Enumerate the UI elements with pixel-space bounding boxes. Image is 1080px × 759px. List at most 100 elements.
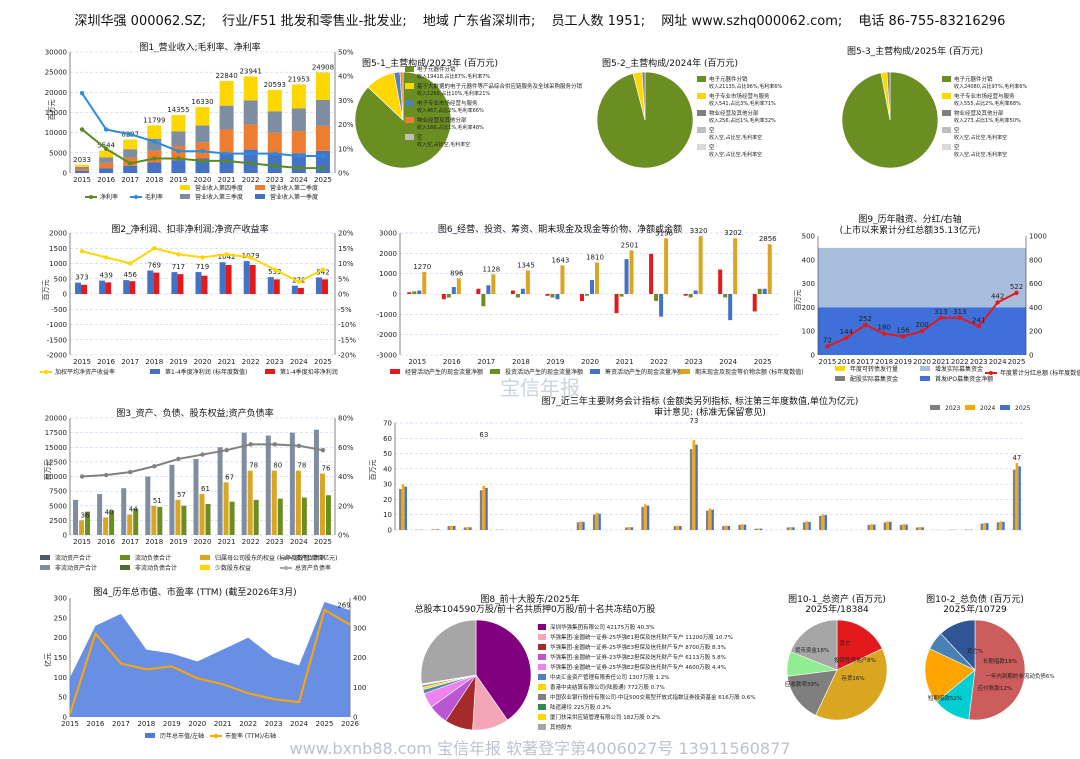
fig7-bar bbox=[582, 522, 585, 530]
fig2-x-tick-label: 2020 bbox=[194, 358, 212, 366]
fig2-legend-item-label: 第1-4季度净利润 (标年度数值) bbox=[165, 368, 247, 376]
fig9-y2-tick-label: 800 bbox=[1029, 256, 1042, 264]
fig7-bar bbox=[806, 521, 809, 530]
fig5-3-legend-label: 物业经营及其他分部 bbox=[954, 109, 1004, 117]
fig6-bar bbox=[412, 291, 416, 294]
fig8-legend-swatch bbox=[538, 624, 546, 630]
fig3-bar bbox=[296, 471, 301, 535]
fig3-bar bbox=[230, 502, 235, 535]
fig6-bar bbox=[684, 294, 688, 296]
fig2-y2-tick-label: 5% bbox=[338, 275, 349, 283]
fig7-bar bbox=[579, 521, 582, 530]
fig2-x-tick-label: 2017 bbox=[121, 358, 139, 366]
fig1-legend-item-swatch-dot bbox=[134, 195, 138, 199]
fig6-bar bbox=[649, 254, 653, 294]
fig7-bar bbox=[596, 513, 599, 530]
fig1-line-point bbox=[200, 159, 204, 163]
fig6-y-tick-label: 0 bbox=[393, 291, 397, 299]
fig10-1-slice-label: 应收款项39% bbox=[785, 680, 819, 688]
fig3-bar bbox=[302, 498, 307, 535]
fig2-bar-net bbox=[220, 262, 226, 294]
fig2-roe-point bbox=[80, 249, 84, 253]
fig2-bar-net bbox=[147, 271, 153, 294]
fig3-debt-point bbox=[128, 470, 132, 474]
fig1-legend-item-swatch bbox=[180, 185, 190, 190]
fig7-bar bbox=[986, 523, 989, 530]
fig6-y-tick-label: -2000 bbox=[377, 331, 397, 339]
fig3-bar bbox=[272, 471, 277, 535]
fig5-2-legend-sublabel: 收入541,占比3%,毛利率71% bbox=[709, 100, 776, 107]
fig2-x-tick-label: 2024 bbox=[290, 358, 308, 366]
fig7-bar bbox=[480, 490, 483, 530]
fig5-2-legend-label: 电子专业市场经营与服务 bbox=[709, 92, 770, 100]
fig3-legend-item-label: 非流动负债合计 bbox=[135, 564, 177, 572]
fig3-legend-item-swatch bbox=[120, 555, 130, 560]
fig7-ylabel: 百万元 bbox=[369, 460, 377, 481]
fig1-line-point bbox=[128, 161, 132, 165]
fig3-y-tick-label: 17500 bbox=[45, 429, 67, 437]
fig9-y2-tick-label: 1000 bbox=[1029, 233, 1047, 241]
fig7-bar bbox=[873, 525, 876, 530]
fig9-x-tick-label: 2025 bbox=[1008, 358, 1026, 366]
fig2-roe-point bbox=[128, 261, 132, 265]
fig8-legend-swatch bbox=[538, 694, 546, 700]
fig6-y-tick-label: 2000 bbox=[379, 250, 397, 258]
fig3-legend-item-label: 总资产负债率 bbox=[295, 564, 331, 572]
fig5-2-legend-swatch bbox=[697, 76, 706, 82]
fig4-ylabel: 亿元 bbox=[43, 653, 52, 667]
fig3-x-tick-label: 2022 bbox=[242, 538, 260, 546]
fig4-x-tick-label: 2024 bbox=[290, 720, 308, 728]
fig6-legend-item-swatch bbox=[590, 369, 600, 374]
fig2-bar-net bbox=[268, 277, 274, 294]
fig5-3-legend-swatch bbox=[942, 144, 951, 150]
fig1-legend-item-label: 营业收入第三季度 bbox=[195, 193, 243, 201]
fig3-data-label: 51 bbox=[153, 497, 162, 505]
fig2-bar-deducted bbox=[153, 273, 159, 294]
fig7-legend-item-swatch bbox=[930, 405, 940, 410]
fig7-bar bbox=[738, 525, 741, 530]
fig2-y-tick-label: -1000 bbox=[47, 321, 67, 329]
fig6-data-label: 3196 bbox=[655, 229, 673, 237]
fig5-1-legend-swatch bbox=[405, 134, 414, 140]
fig1-bar bbox=[75, 169, 89, 171]
fig9-y-tick-label: 100 bbox=[802, 328, 815, 336]
fig2-bar-deducted bbox=[226, 265, 232, 294]
fig2-roe-point bbox=[152, 246, 156, 250]
fig2-y2-tick-label: 10% bbox=[338, 260, 354, 268]
fig6-legend-item-label: 期末现金及现金等价物余额 (标年度数值) bbox=[695, 368, 804, 376]
fig7-bar bbox=[868, 525, 871, 530]
fig3-legend-item-swatch bbox=[40, 555, 50, 560]
fig5-3-legend-swatch bbox=[942, 76, 951, 82]
fig6-bar bbox=[620, 294, 624, 297]
fig2-roe-point bbox=[200, 255, 204, 259]
fig5-2-legend-label: 电子元器件分销 bbox=[709, 75, 748, 83]
fig9-x-tick-label: 2021 bbox=[932, 358, 950, 366]
fig3-legend-item-swatch bbox=[120, 565, 130, 570]
fig6-data-label: 1128 bbox=[482, 265, 500, 273]
fig6-x-tick-label: 2021 bbox=[616, 358, 634, 366]
fig6-bar bbox=[763, 289, 767, 294]
fig1-y-tick-label: 25000 bbox=[45, 69, 67, 77]
fig1-bar bbox=[147, 163, 161, 173]
fig6-bar bbox=[758, 289, 762, 294]
fig5-3-legend-swatch bbox=[942, 93, 951, 99]
fig9-data-label: 200 bbox=[915, 321, 928, 329]
fig7-legend-item-label: 2024 bbox=[980, 405, 995, 412]
fig5-3-legend-swatch bbox=[942, 127, 951, 133]
fig2-legend-item-swatch bbox=[150, 369, 160, 374]
fig2-bar-deducted bbox=[81, 285, 87, 294]
fig2-bar-deducted bbox=[298, 288, 304, 294]
fig9-dividend-point bbox=[958, 316, 962, 320]
fig9-y-tick-label: 500 bbox=[802, 233, 815, 241]
fig1-bar bbox=[147, 125, 161, 138]
fig9-data-label: 522 bbox=[1010, 283, 1023, 291]
fig2-legend-item-swatch bbox=[265, 369, 275, 374]
fig3-bar bbox=[73, 500, 78, 535]
fig7-bar bbox=[404, 487, 407, 530]
fig5-2-legend-label: 空 bbox=[709, 143, 715, 151]
fig7-y-tick-label: 50 bbox=[383, 450, 392, 458]
fig1-bar bbox=[196, 107, 210, 125]
fig7-bar bbox=[690, 449, 693, 530]
fig2-bar-net bbox=[196, 272, 202, 294]
